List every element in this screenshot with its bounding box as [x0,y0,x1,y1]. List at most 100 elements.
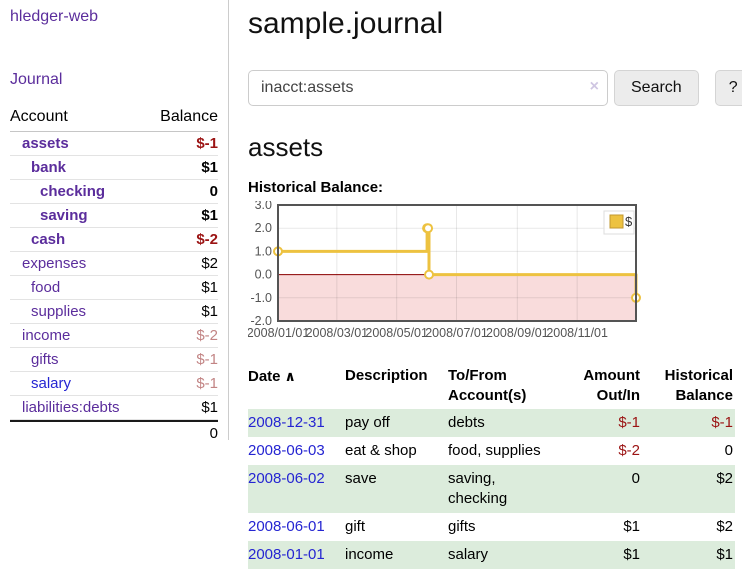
transaction-description: save [345,465,448,513]
transaction-date-link[interactable]: 2008-06-01 [248,518,325,535]
svg-text:2008/03/01: 2008/03/01 [306,326,369,340]
svg-text:2008/09/01: 2008/09/01 [486,326,549,340]
main-content: sample.journal × Search ? assets Histori… [247,0,742,569]
account-link-income[interactable]: income [22,327,71,344]
account-row-salary: salary $-1 [10,372,218,396]
account-balance: $1 [201,279,218,296]
account-link-liabilities-debts[interactable]: liabilities:debts [22,399,120,416]
account-total-value: 0 [209,425,218,442]
transaction-date-link[interactable]: 2008-06-02 [248,470,325,487]
transaction-amount: $-1 [557,409,642,437]
account-row-checking: checking 0 [10,180,218,204]
account-row-liabilities-debts: liabilities:debts $1 [10,396,218,420]
account-column-header: To/From Account(s) [448,367,527,404]
account-total-row: 0 [10,420,218,445]
date-column-header[interactable]: Date ∧ [248,368,296,385]
transaction-description: pay off [345,409,448,437]
register-row: 2008-06-01 gift gifts $1 $2 [248,513,735,541]
sidebar: hledger-web Journal Account Balance asse… [0,0,229,442]
svg-text:2008/01/01: 2008/01/01 [248,326,309,340]
account-row-food: food $1 [10,276,218,300]
account-link-food[interactable]: food [31,279,61,296]
help-button[interactable]: ? [714,70,742,106]
account-balance: $1 [201,159,218,176]
historical-balance-chart: $3.0 2.0 1.0 0.0 -1.0 -2.0 2008/01/01 2008/03/0… [247,198,737,353]
account-column-header: Account [10,108,68,125]
register-header-row: Date ∧ Description To/From Account(s) Amou… [248,363,735,409]
account-link-cash[interactable]: cash [31,231,66,248]
account-row-income: income $-2 [10,324,218,348]
transaction-balance: $1 [642,541,735,569]
svg-text:-1.0: -1.0 [250,291,272,305]
transaction-amount: $-2 [618,442,640,459]
transaction-amount: 0 [557,465,642,513]
svg-text:2008/11/01: 2008/11/01 [546,326,608,340]
account-link-saving[interactable]: saving [40,207,88,224]
transaction-description: income [345,541,448,569]
account-link-salary[interactable]: salary [31,375,72,392]
account-link-bank[interactable]: bank [31,159,67,176]
register-row: 2008-06-03 eat & shop food, supplies $-2… [248,437,735,465]
register-row: 2008-01-01 income salary $1 $1 [248,541,735,569]
account-link-gifts[interactable]: gifts [31,351,59,368]
account-row-expenses: expenses $2 [10,252,218,276]
account-balance: $-2 [196,231,218,248]
search-form: × Search ? [248,70,742,106]
account-link-expenses[interactable]: expenses [22,255,87,272]
account-table-header: Account Balance [10,104,218,132]
amount-column-header: Amount Out/In [583,367,640,404]
account-balance: $-1 [196,351,218,368]
sidebar-item-journal[interactable]: Journal [10,71,63,88]
svg-text:1.0: 1.0 [255,244,272,258]
search-input[interactable] [248,70,608,106]
transaction-balance: $2 [642,465,735,513]
sort-ascending-icon: ∧ [284,368,296,384]
transaction-date-link[interactable]: 2008-12-31 [248,414,325,431]
clear-search-icon[interactable]: × [589,78,599,95]
app-title-link[interactable]: hledger-web [10,8,99,25]
svg-text:3.0: 3.0 [255,201,272,212]
account-row-assets: assets $-1 [10,132,218,156]
account-link-checking[interactable]: checking [40,183,106,200]
account-balance: $-1 [196,375,218,392]
search-button[interactable]: Search [614,70,699,106]
account-balance: $1 [201,399,218,416]
account-row-gifts: gifts $-1 [10,348,218,372]
transaction-date-link[interactable]: 2008-06-03 [248,442,325,459]
description-column-header: Description [345,367,428,384]
transaction-accounts: debts [448,409,557,437]
svg-text:0.0: 0.0 [255,268,272,282]
transaction-description: gift [345,518,366,535]
account-heading: assets [248,132,324,162]
transaction-balance: $2 [716,518,733,535]
transaction-date-link[interactable]: 2008-01-01 [248,546,325,563]
balance-column-header: Historical Balance [664,367,733,404]
balance-column-header: Balance [160,108,218,125]
transaction-accounts: gifts [448,518,476,535]
account-balance: $-2 [196,327,218,344]
account-link-assets[interactable]: assets [22,135,69,152]
register-row: 2008-12-31 pay off debts $-1 $-1 [248,409,735,437]
account-balance: $1 [201,207,218,224]
page-title: sample.journal [248,7,444,40]
transaction-balance: $-1 [642,409,735,437]
chart-canvas: $3.0 2.0 1.0 0.0 -1.0 -2.02008/01/012008/03/0… [247,198,641,340]
transaction-accounts: food, supplies [448,442,541,459]
account-row-saving: saving $1 [10,204,218,228]
register-table: Date ∧ Description To/From Account(s) Amou… [248,363,735,569]
transaction-balance: 0 [724,442,733,459]
svg-text:2.0: 2.0 [255,221,272,235]
svg-text:-2.0: -2.0 [250,314,272,328]
account-balance: 0 [209,183,218,200]
register-row: 2008-06-02 save saving, checking 0 $2 [248,465,735,513]
account-balance: $-1 [196,135,218,152]
transaction-accounts: salary [448,541,557,569]
svg-text:2008/07/01: 2008/07/01 [425,326,488,340]
svg-text:2008/05/01: 2008/05/01 [365,326,428,340]
account-link-supplies[interactable]: supplies [31,303,87,320]
account-row-bank: bank $1 [10,156,218,180]
account-row-supplies: supplies $1 [10,300,218,324]
account-row-cash: cash $-2 [10,228,218,252]
transaction-amount: $1 [557,541,642,569]
transaction-accounts: saving, checking [448,465,557,513]
